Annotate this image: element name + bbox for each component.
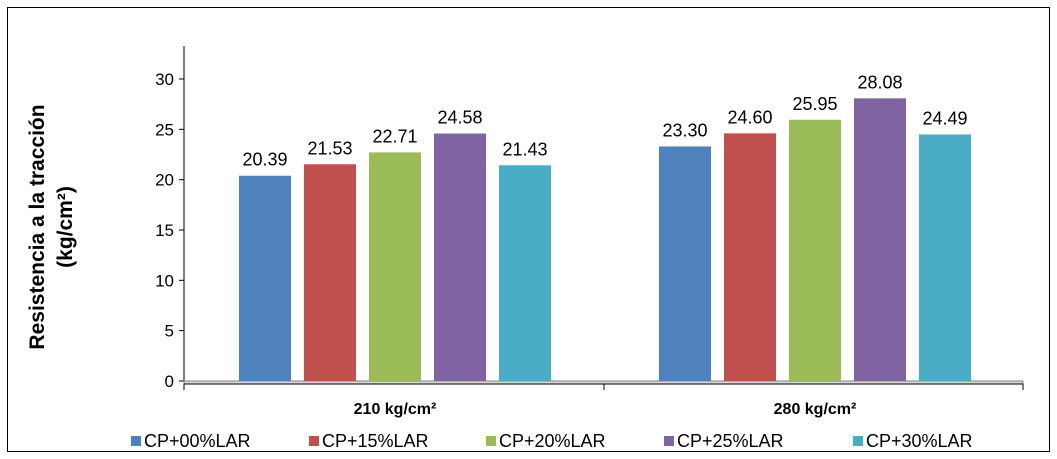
data-label: 20.39	[242, 150, 287, 170]
y-axis-title: Resistencia a la tracción (kg/cm²)	[26, 104, 77, 349]
legend-swatch	[664, 436, 674, 446]
y-tick-label: 0	[165, 372, 174, 391]
x-tick-label: 280 kg/cm²	[774, 401, 857, 418]
y-tick-label: 25	[155, 120, 174, 139]
data-label: 24.49	[922, 108, 967, 128]
data-label: 21.53	[307, 138, 352, 158]
legend: CP+00%LAR CP+15%LAR CP+20%LAR CP+25%LAR CP+3…	[131, 431, 973, 451]
bar	[659, 146, 711, 381]
y-tick-label: 5	[165, 322, 174, 341]
bar	[724, 133, 776, 381]
bar	[369, 152, 421, 381]
data-label: 21.43	[502, 139, 547, 159]
bar	[789, 119, 841, 382]
data-label: 24.58	[437, 108, 482, 128]
y-axis-title-line: (kg/cm²)	[54, 186, 77, 268]
bar	[499, 165, 551, 381]
legend-swatch	[486, 436, 496, 446]
legend-item-label: CP+25%LAR	[677, 431, 784, 451]
y-tick-label: 30	[155, 70, 174, 89]
y-tick-label: 10	[155, 271, 174, 290]
x-tick-label: 210 kg/cm²	[354, 401, 437, 418]
bar	[919, 134, 971, 381]
data-label: 23.30	[662, 120, 707, 140]
bar	[304, 164, 356, 381]
data-label: 28.08	[857, 72, 902, 92]
x-axis: 210 kg/cm² 280 kg/cm²	[183, 380, 1024, 418]
y-tick-label: 20	[155, 171, 174, 190]
y-axis: 0 5 10 15 20 25 30	[155, 46, 185, 391]
bar	[239, 175, 291, 381]
legend-item-label: CP+30%LAR	[866, 431, 973, 451]
bar	[434, 133, 486, 381]
legend-item-label: CP+15%LAR	[322, 431, 429, 451]
legend-swatch	[309, 436, 319, 446]
bar	[854, 98, 906, 381]
data-label: 22.71	[372, 126, 417, 146]
y-axis-title-line: Resistencia a la tracción	[26, 104, 49, 349]
data-label: 25.95	[792, 94, 837, 114]
legend-swatch	[853, 436, 863, 446]
data-label: 24.60	[727, 107, 772, 127]
legend-item-label: CP+00%LAR	[144, 431, 251, 451]
y-tick-label: 15	[155, 221, 174, 240]
legend-item-label: CP+20%LAR	[499, 431, 606, 451]
legend-swatch	[131, 436, 141, 446]
bars: 20.39 21.53 22.71 24.58 21.43 23.30 24.60 25.95…	[239, 72, 971, 382]
